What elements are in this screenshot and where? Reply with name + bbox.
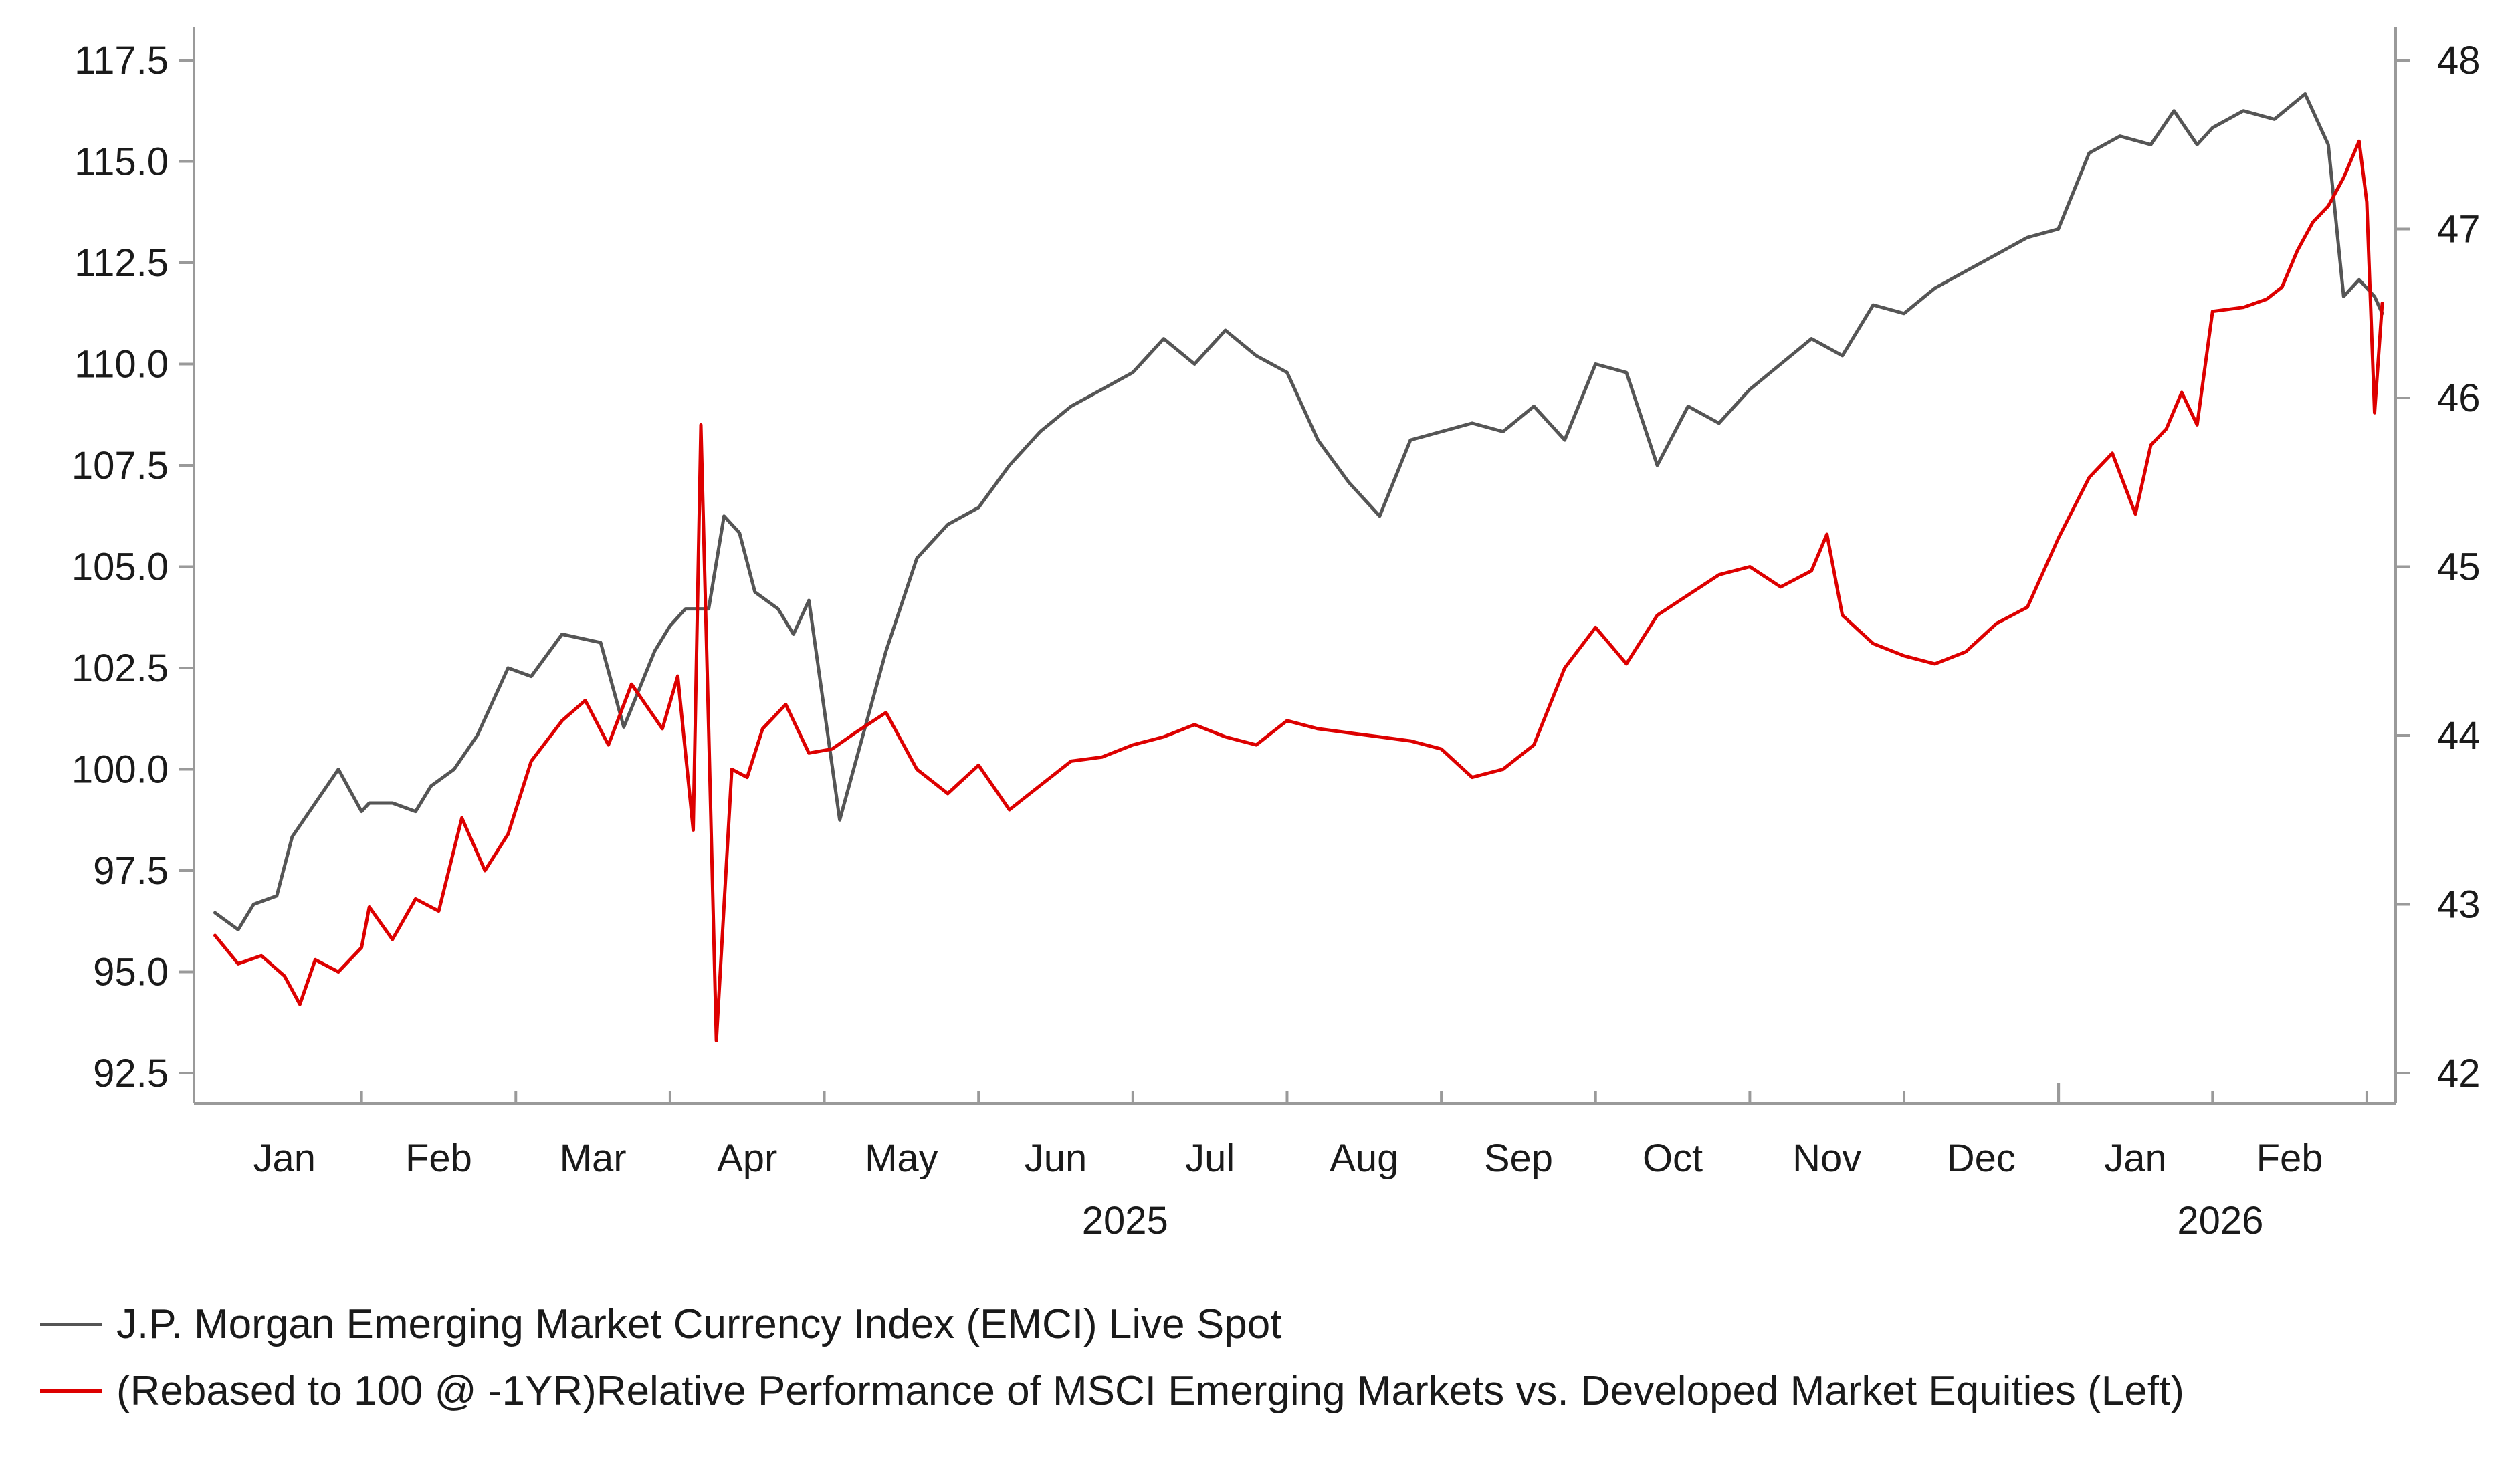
left-tick-label: 92.5 — [93, 1052, 169, 1095]
right-tick-label: 48 — [2437, 39, 2481, 82]
legend-item-msci-relative: (Rebased to 100 @ -1YR)Relative Performa… — [40, 1367, 2184, 1415]
legend-swatch-msci-relative — [40, 1389, 102, 1393]
month-label: Dec — [1947, 1137, 2016, 1180]
left-tick-label: 95.0 — [93, 951, 169, 994]
month-label: Jan — [2104, 1137, 2167, 1180]
left-tick-label: 112.5 — [74, 241, 169, 285]
left-tick-label: 100.0 — [72, 748, 169, 792]
legend-label-emci: J.P. Morgan Emerging Market Currency Ind… — [116, 1301, 1282, 1347]
right-tick-label: 44 — [2437, 714, 2481, 758]
right-tick-label: 47 — [2437, 208, 2481, 251]
series-line-emci — [213, 92, 2384, 931]
right-tick-label: 43 — [2437, 883, 2481, 927]
left-axis-ticks: 117.5 115.0 112.5 110.0 107.5 105.0 102.5 100.0… — [72, 39, 194, 1095]
series-layer — [213, 92, 2384, 1042]
legend-label-msci-relative: (Rebased to 100 @ -1YR)Relative Performa… — [116, 1368, 2184, 1414]
right-tick-label: 46 — [2437, 376, 2481, 420]
month-label: Apr — [717, 1137, 777, 1180]
left-tick-label: 102.5 — [72, 647, 169, 690]
month-label: May — [865, 1137, 938, 1180]
year-label: 2026 — [2177, 1199, 2263, 1237]
left-tick-label: 115.0 — [74, 140, 169, 184]
left-tick-label: 105.0 — [72, 546, 169, 589]
month-label: Mar — [560, 1137, 627, 1180]
month-label: Jan — [253, 1137, 316, 1180]
year-label: 2025 — [1082, 1199, 1168, 1237]
month-label: Aug — [1330, 1137, 1398, 1180]
month-label: Jul — [1185, 1137, 1235, 1180]
left-tick-label: 110.0 — [74, 343, 169, 386]
right-tick-label: 42 — [2437, 1052, 2481, 1095]
legend-swatch-emci — [40, 1323, 102, 1326]
left-tick-label: 107.5 — [72, 444, 169, 487]
x-axis-ticks: Jan Feb Mar Apr May Jun Jul Aug Sep Oct Nov Dec Jan F… — [253, 1083, 2368, 1237]
month-label: Oct — [1643, 1137, 1703, 1180]
right-tick-label: 45 — [2437, 546, 2481, 589]
left-tick-label: 97.5 — [93, 849, 169, 893]
left-tick-label: 117.5 — [74, 39, 169, 82]
month-label: Sep — [1484, 1137, 1553, 1180]
legend-item-emci: J.P. Morgan Emerging Market Currency Ind… — [40, 1300, 1281, 1348]
month-label: Feb — [405, 1137, 472, 1180]
emci-vs-msci-chart: 117.5 115.0 112.5 110.0 107.5 105.0 102.5 100.0… — [72, 27, 2481, 1237]
right-axis-ticks: 48 47 46 45 44 43 42 — [2396, 39, 2481, 1095]
series-line-msci-relative — [213, 139, 2384, 1042]
month-label: Feb — [2256, 1137, 2323, 1180]
month-label: Jun — [1025, 1137, 1087, 1180]
month-label: Nov — [1792, 1137, 1861, 1180]
